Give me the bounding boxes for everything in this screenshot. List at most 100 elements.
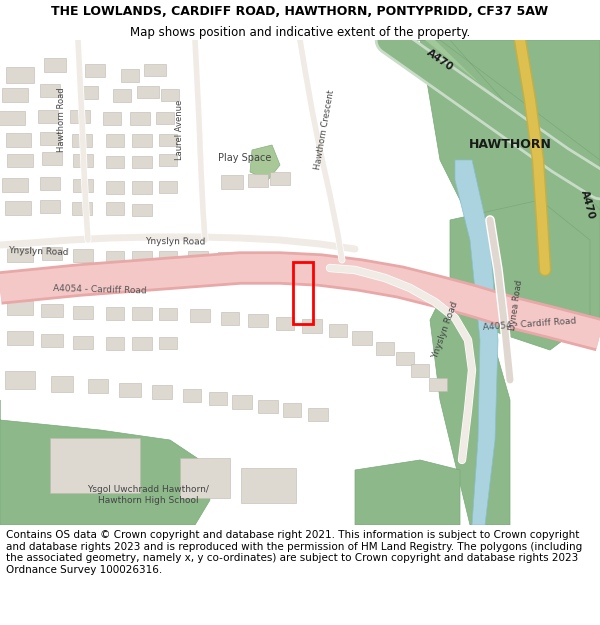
Bar xyxy=(293,262,313,324)
FancyBboxPatch shape xyxy=(429,378,447,391)
FancyBboxPatch shape xyxy=(188,251,208,263)
FancyBboxPatch shape xyxy=(159,337,177,349)
Text: A470: A470 xyxy=(579,189,597,221)
Text: Map shows position and indicative extent of the property.: Map shows position and indicative extent… xyxy=(130,26,470,39)
Polygon shape xyxy=(355,460,460,525)
Polygon shape xyxy=(390,40,600,210)
FancyBboxPatch shape xyxy=(270,171,290,184)
Text: Dynea Road: Dynea Road xyxy=(508,279,524,331)
FancyBboxPatch shape xyxy=(73,306,93,319)
FancyBboxPatch shape xyxy=(106,336,124,349)
FancyBboxPatch shape xyxy=(132,251,152,264)
FancyBboxPatch shape xyxy=(70,109,90,123)
FancyBboxPatch shape xyxy=(106,181,124,194)
FancyBboxPatch shape xyxy=(88,379,108,393)
FancyBboxPatch shape xyxy=(221,311,239,324)
FancyBboxPatch shape xyxy=(7,248,33,262)
Text: Hawthorn Road: Hawthorn Road xyxy=(58,88,67,152)
FancyBboxPatch shape xyxy=(106,306,124,319)
FancyBboxPatch shape xyxy=(248,314,268,326)
FancyBboxPatch shape xyxy=(7,301,33,315)
FancyBboxPatch shape xyxy=(248,174,268,186)
FancyBboxPatch shape xyxy=(132,306,152,319)
FancyBboxPatch shape xyxy=(73,154,93,166)
FancyBboxPatch shape xyxy=(132,134,152,146)
FancyBboxPatch shape xyxy=(396,351,414,364)
FancyBboxPatch shape xyxy=(161,89,179,101)
FancyBboxPatch shape xyxy=(38,109,58,123)
FancyBboxPatch shape xyxy=(72,201,92,214)
FancyBboxPatch shape xyxy=(40,199,60,212)
FancyBboxPatch shape xyxy=(190,309,210,321)
Polygon shape xyxy=(455,160,498,525)
Text: A4054 - Cardiff Road: A4054 - Cardiff Road xyxy=(483,316,577,332)
FancyBboxPatch shape xyxy=(51,376,73,392)
Text: Hawthorn Crescent: Hawthorn Crescent xyxy=(314,89,337,171)
Polygon shape xyxy=(450,200,590,350)
FancyBboxPatch shape xyxy=(5,201,31,215)
Polygon shape xyxy=(250,145,280,180)
Text: Ynyslyn Road: Ynyslyn Road xyxy=(145,238,205,247)
FancyBboxPatch shape xyxy=(132,204,152,216)
FancyBboxPatch shape xyxy=(329,324,347,336)
Text: Ynyslyn Road: Ynyslyn Road xyxy=(8,246,68,258)
FancyBboxPatch shape xyxy=(241,468,296,502)
FancyBboxPatch shape xyxy=(2,88,28,102)
FancyBboxPatch shape xyxy=(7,331,33,345)
Text: Laurel Avenue: Laurel Avenue xyxy=(176,100,185,160)
Text: Play Space: Play Space xyxy=(218,153,272,163)
Text: HAWTHORN: HAWTHORN xyxy=(469,139,551,151)
FancyBboxPatch shape xyxy=(40,176,60,189)
Text: A4054 - Cardiff Road: A4054 - Cardiff Road xyxy=(53,284,147,296)
FancyBboxPatch shape xyxy=(376,341,394,354)
FancyBboxPatch shape xyxy=(159,251,177,263)
FancyBboxPatch shape xyxy=(73,249,93,261)
FancyBboxPatch shape xyxy=(352,331,372,345)
FancyBboxPatch shape xyxy=(308,408,328,421)
FancyBboxPatch shape xyxy=(144,64,166,76)
FancyBboxPatch shape xyxy=(40,84,60,96)
FancyBboxPatch shape xyxy=(78,86,98,99)
FancyBboxPatch shape xyxy=(106,134,124,146)
FancyBboxPatch shape xyxy=(73,179,93,191)
FancyBboxPatch shape xyxy=(232,395,252,409)
FancyBboxPatch shape xyxy=(50,438,140,493)
FancyBboxPatch shape xyxy=(283,403,301,417)
FancyBboxPatch shape xyxy=(73,336,93,349)
Text: A470: A470 xyxy=(425,48,455,72)
FancyBboxPatch shape xyxy=(7,154,33,166)
Text: Contains OS data © Crown copyright and database right 2021. This information is : Contains OS data © Crown copyright and d… xyxy=(6,530,582,575)
FancyBboxPatch shape xyxy=(2,178,28,192)
FancyBboxPatch shape xyxy=(103,111,121,124)
FancyBboxPatch shape xyxy=(106,201,124,214)
FancyBboxPatch shape xyxy=(156,112,174,124)
FancyBboxPatch shape xyxy=(183,389,201,401)
FancyBboxPatch shape xyxy=(132,336,152,349)
Text: Ynyslyn Road: Ynyslyn Road xyxy=(430,300,460,360)
FancyBboxPatch shape xyxy=(6,67,34,83)
Polygon shape xyxy=(420,40,600,320)
FancyBboxPatch shape xyxy=(209,391,227,404)
Polygon shape xyxy=(0,400,210,525)
FancyBboxPatch shape xyxy=(106,156,124,168)
Polygon shape xyxy=(430,280,510,525)
FancyBboxPatch shape xyxy=(132,156,152,168)
FancyBboxPatch shape xyxy=(41,334,63,346)
FancyBboxPatch shape xyxy=(113,89,131,101)
FancyBboxPatch shape xyxy=(276,316,294,329)
FancyBboxPatch shape xyxy=(218,252,238,264)
FancyBboxPatch shape xyxy=(258,399,278,412)
FancyBboxPatch shape xyxy=(40,131,60,144)
Text: THE LOWLANDS, CARDIFF ROAD, HAWTHORN, PONTYPRIDD, CF37 5AW: THE LOWLANDS, CARDIFF ROAD, HAWTHORN, PO… xyxy=(52,5,548,18)
FancyBboxPatch shape xyxy=(5,371,35,389)
FancyBboxPatch shape xyxy=(159,134,177,146)
FancyBboxPatch shape xyxy=(72,134,92,146)
FancyBboxPatch shape xyxy=(180,458,230,498)
FancyBboxPatch shape xyxy=(5,133,31,147)
FancyBboxPatch shape xyxy=(42,246,62,259)
FancyBboxPatch shape xyxy=(137,86,159,98)
Polygon shape xyxy=(405,40,595,195)
FancyBboxPatch shape xyxy=(221,175,243,189)
FancyBboxPatch shape xyxy=(121,69,139,81)
FancyBboxPatch shape xyxy=(159,181,177,193)
